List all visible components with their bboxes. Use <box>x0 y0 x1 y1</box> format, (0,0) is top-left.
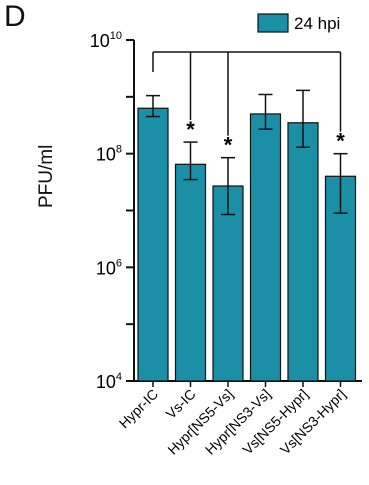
y-tick-label: 108 <box>96 144 122 165</box>
bar <box>249 113 282 382</box>
y-tick-exponent: 4 <box>116 371 122 383</box>
legend-label: 24 hpi <box>294 14 340 33</box>
y-tick-base: 10 <box>90 31 110 51</box>
bar <box>212 185 244 382</box>
significance-star: * <box>336 129 345 154</box>
y-tick-base: 10 <box>96 258 116 278</box>
legend-swatch <box>257 13 289 33</box>
panel-letter: D <box>4 0 26 33</box>
significance-star: * <box>186 117 195 142</box>
y-tick-label: 104 <box>96 371 122 392</box>
y-tick-exponent: 6 <box>116 257 122 269</box>
bar <box>137 107 169 382</box>
y-tick-base: 10 <box>96 372 116 392</box>
x-tick-label: Vs[NS3-Hypr] <box>277 386 349 458</box>
y-tick-label: 1010 <box>90 30 122 51</box>
bar <box>287 122 319 382</box>
significance-star: * <box>224 133 233 158</box>
x-tick-label: Hypr-IC <box>116 386 161 431</box>
bar <box>174 163 207 382</box>
y-tick-exponent: 8 <box>116 144 122 156</box>
y-tick-label: 106 <box>96 257 122 278</box>
y-tick-exponent: 10 <box>110 30 122 42</box>
y-tick-base: 10 <box>96 145 116 165</box>
